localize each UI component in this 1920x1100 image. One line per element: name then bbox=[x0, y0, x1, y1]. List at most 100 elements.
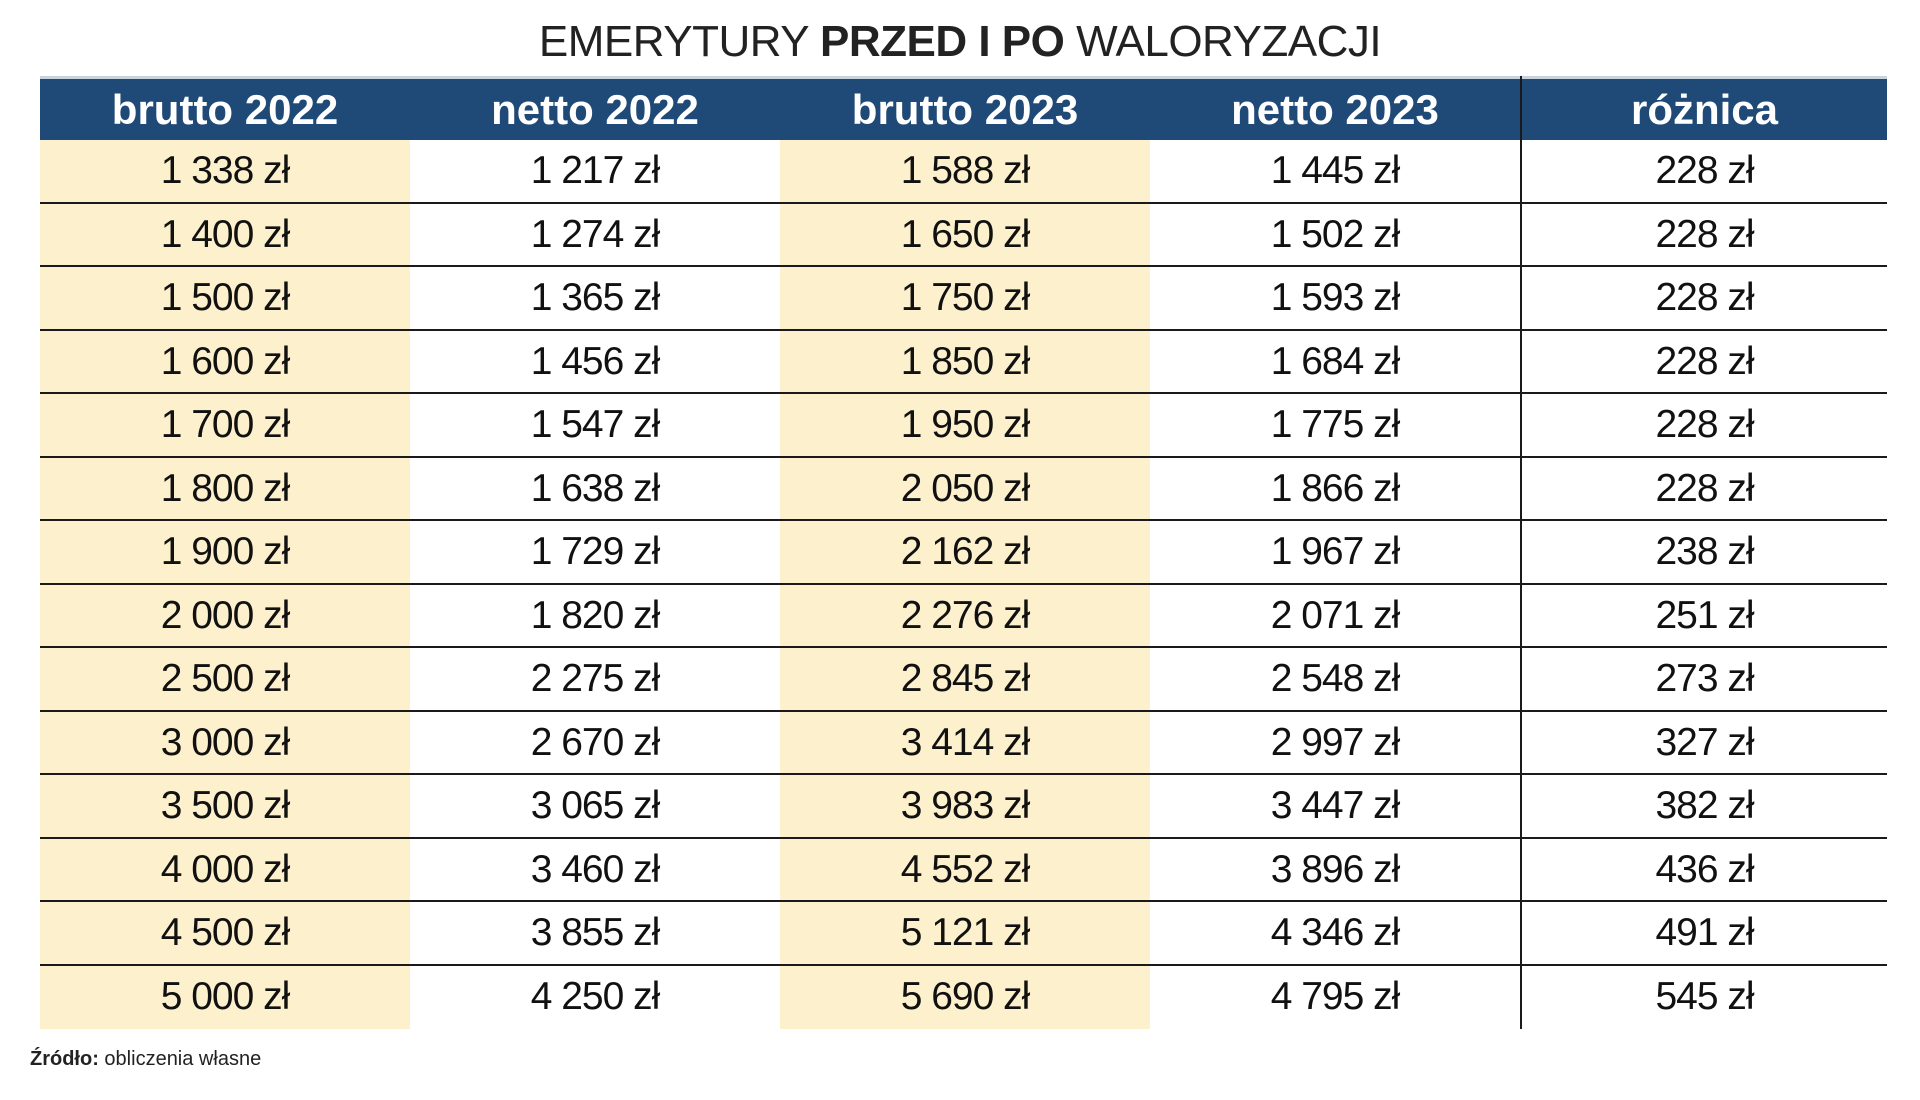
table-cell: 273 zł bbox=[1520, 648, 1887, 710]
table-cell: 545 zł bbox=[1520, 965, 1887, 1029]
table-cell: 1 820 zł bbox=[530, 593, 661, 637]
table-cell: 5 690 zł bbox=[780, 965, 1150, 1029]
table-cell: 2 276 zł bbox=[780, 584, 1150, 646]
table-cell: 228 zł bbox=[1520, 267, 1887, 329]
table-cell: 1 547 zł bbox=[530, 403, 661, 446]
table-cell: 2 548 zł bbox=[1270, 657, 1401, 700]
column-header-0: brutto 2022 bbox=[111, 86, 339, 133]
source-text: obliczenia własne bbox=[98, 1048, 262, 1070]
column-header-3: netto 2023 bbox=[1231, 86, 1439, 133]
chart-title: EMERYTURY PRZED I PO WALORYZACJI bbox=[0, 14, 1920, 70]
table-cell: 5 000 zł bbox=[40, 965, 410, 1029]
table-row: 5 000 zł 4 250 zł 5 690 zł 4 795 zł 545 zł bbox=[40, 965, 1887, 1029]
table-row: 4 500 zł 3 855 zł 5 121 zł 4 346 zł 491 zł bbox=[40, 902, 1887, 966]
table-cell: 2 500 zł bbox=[40, 648, 410, 710]
table-row: 1 600 zł 1 456 zł 1 850 zł 1 684 zł 228 zł bbox=[40, 330, 1887, 394]
table-row: 1 700 zł 1 547 zł 1 950 zł 1 775 zł 228 zł bbox=[40, 394, 1887, 458]
table-cell: 1 593 zł bbox=[1270, 276, 1401, 319]
table-cell: 1 638 zł bbox=[530, 466, 661, 510]
table-cell: 228 zł bbox=[1520, 457, 1887, 519]
table-row: 2 000 zł 1 820 zł 2 276 zł 2 071 zł 251 zł bbox=[40, 584, 1887, 648]
table-row: 4 000 zł 3 460 zł 4 552 zł 3 896 zł 436 zł bbox=[40, 838, 1887, 902]
table-cell: 3 855 zł bbox=[530, 911, 661, 954]
table-cell: 3 983 zł bbox=[780, 775, 1150, 837]
table-cell: 3 500 zł bbox=[40, 775, 410, 837]
table-cell: 2 275 zł bbox=[530, 657, 661, 700]
table-cell: 1 866 zł bbox=[1270, 466, 1401, 510]
table-cell: 4 250 zł bbox=[530, 974, 661, 1018]
column-header-1: netto 2022 bbox=[491, 86, 699, 133]
table-cell: 1 445 zł bbox=[1270, 149, 1401, 192]
table-cell: 228 zł bbox=[1520, 394, 1887, 456]
table-row: 1 900 zł 1 729 zł 2 162 zł 1 967 zł 238 zł bbox=[40, 521, 1887, 585]
table-cell: 1 729 zł bbox=[530, 530, 661, 573]
table-row: 2 500 zł 2 275 zł 2 845 zł 2 548 zł 273 zł bbox=[40, 648, 1887, 712]
table-cell: 4 500 zł bbox=[40, 902, 410, 964]
table-cell: 1 684 zł bbox=[1270, 339, 1401, 383]
table-cell: 3 460 zł bbox=[530, 847, 661, 891]
title-part-3: WALORYZACJI bbox=[1064, 17, 1382, 66]
table-cell: 4 795 zł bbox=[1270, 974, 1401, 1018]
table-cell: 1 600 zł bbox=[40, 330, 410, 392]
table-cell: 3 065 zł bbox=[530, 784, 661, 827]
table-cell: 1 274 zł bbox=[530, 212, 661, 256]
table-cell: 491 zł bbox=[1520, 902, 1887, 964]
source-label: Źródło: bbox=[30, 1048, 99, 1070]
source-note: Źródło: obliczenia własne bbox=[30, 1046, 261, 1072]
table-cell: 436 zł bbox=[1520, 838, 1887, 900]
table-cell: 238 zł bbox=[1520, 521, 1887, 583]
table-cell: 2 670 zł bbox=[530, 720, 661, 764]
table-cell: 1 456 zł bbox=[530, 339, 661, 383]
header-column-divider bbox=[1520, 76, 1522, 140]
column-header-2: brutto 2023 bbox=[851, 86, 1079, 133]
table-cell: 3 896 zł bbox=[1270, 847, 1401, 891]
table-cell: 1 650 zł bbox=[780, 203, 1150, 265]
table-body: 1 338 zł 1 217 zł 1 588 zł 1 445 zł 228 zł 1 … bbox=[40, 140, 1887, 1029]
table-header-row: brutto 2022 netto 2022 brutto 2023 netto 20… bbox=[40, 76, 1887, 140]
table-row: 1 338 zł 1 217 zł 1 588 zł 1 445 zł 228 zł bbox=[40, 140, 1887, 204]
table-cell: 1 588 zł bbox=[780, 140, 1150, 202]
table-cell: 4 552 zł bbox=[780, 838, 1150, 900]
table-cell: 228 zł bbox=[1520, 203, 1887, 265]
table-cell: 3 000 zł bbox=[40, 711, 410, 773]
table-cell: 2 071 zł bbox=[1270, 593, 1401, 637]
table-cell: 1 338 zł bbox=[40, 140, 410, 202]
table-cell: 228 zł bbox=[1520, 330, 1887, 392]
table-cell: 2 997 zł bbox=[1270, 720, 1401, 764]
table-cell: 4 000 zł bbox=[40, 838, 410, 900]
table-cell: 1 700 zł bbox=[40, 394, 410, 456]
title-part-2: PRZED I PO bbox=[820, 17, 1065, 66]
table-cell: 1 850 zł bbox=[780, 330, 1150, 392]
table-cell: 1 900 zł bbox=[40, 521, 410, 583]
table-cell: 1 750 zł bbox=[780, 267, 1150, 329]
table-cell: 382 zł bbox=[1520, 775, 1887, 837]
table-cell: 2 845 zł bbox=[780, 648, 1150, 710]
pension-table: brutto 2022 netto 2022 brutto 2023 netto 20… bbox=[40, 76, 1887, 1029]
table-cell: 2 000 zł bbox=[40, 584, 410, 646]
table-cell: 3 414 zł bbox=[780, 711, 1150, 773]
title-part-1: EMERYTURY bbox=[538, 17, 820, 66]
table-cell: 5 121 zł bbox=[780, 902, 1150, 964]
table-cell: 1 775 zł bbox=[1270, 403, 1401, 446]
table-cell: 1 217 zł bbox=[530, 149, 661, 192]
table-row: 1 800 zł 1 638 zł 2 050 zł 1 866 zł 228 zł bbox=[40, 457, 1887, 521]
column-header-4: różnica bbox=[1520, 79, 1887, 140]
table-cell: 1 950 zł bbox=[780, 394, 1150, 456]
table-cell: 2 162 zł bbox=[780, 521, 1150, 583]
table-cell: 3 447 zł bbox=[1270, 784, 1401, 827]
table-cell: 2 050 zł bbox=[780, 457, 1150, 519]
table-row: 3 500 zł 3 065 zł 3 983 zł 3 447 zł 382 zł bbox=[40, 775, 1887, 839]
table-cell: 1 365 zł bbox=[530, 276, 661, 319]
table-cell: 228 zł bbox=[1520, 140, 1887, 202]
table-cell: 1 967 zł bbox=[1270, 530, 1401, 573]
table-row: 3 000 zł 2 670 zł 3 414 zł 2 997 zł 327 zł bbox=[40, 711, 1887, 775]
table-cell: 1 500 zł bbox=[40, 267, 410, 329]
table-cell: 1 800 zł bbox=[40, 457, 410, 519]
table-cell: 1 502 zł bbox=[1270, 212, 1401, 256]
table-cell: 4 346 zł bbox=[1270, 911, 1401, 954]
table-cell: 251 zł bbox=[1520, 584, 1887, 646]
table-cell: 1 400 zł bbox=[40, 203, 410, 265]
table-row: 1 400 zł 1 274 zł 1 650 zł 1 502 zł 228 zł bbox=[40, 203, 1887, 267]
table-row: 1 500 zł 1 365 zł 1 750 zł 1 593 zł 228 zł bbox=[40, 267, 1887, 331]
table-cell: 327 zł bbox=[1520, 711, 1887, 773]
